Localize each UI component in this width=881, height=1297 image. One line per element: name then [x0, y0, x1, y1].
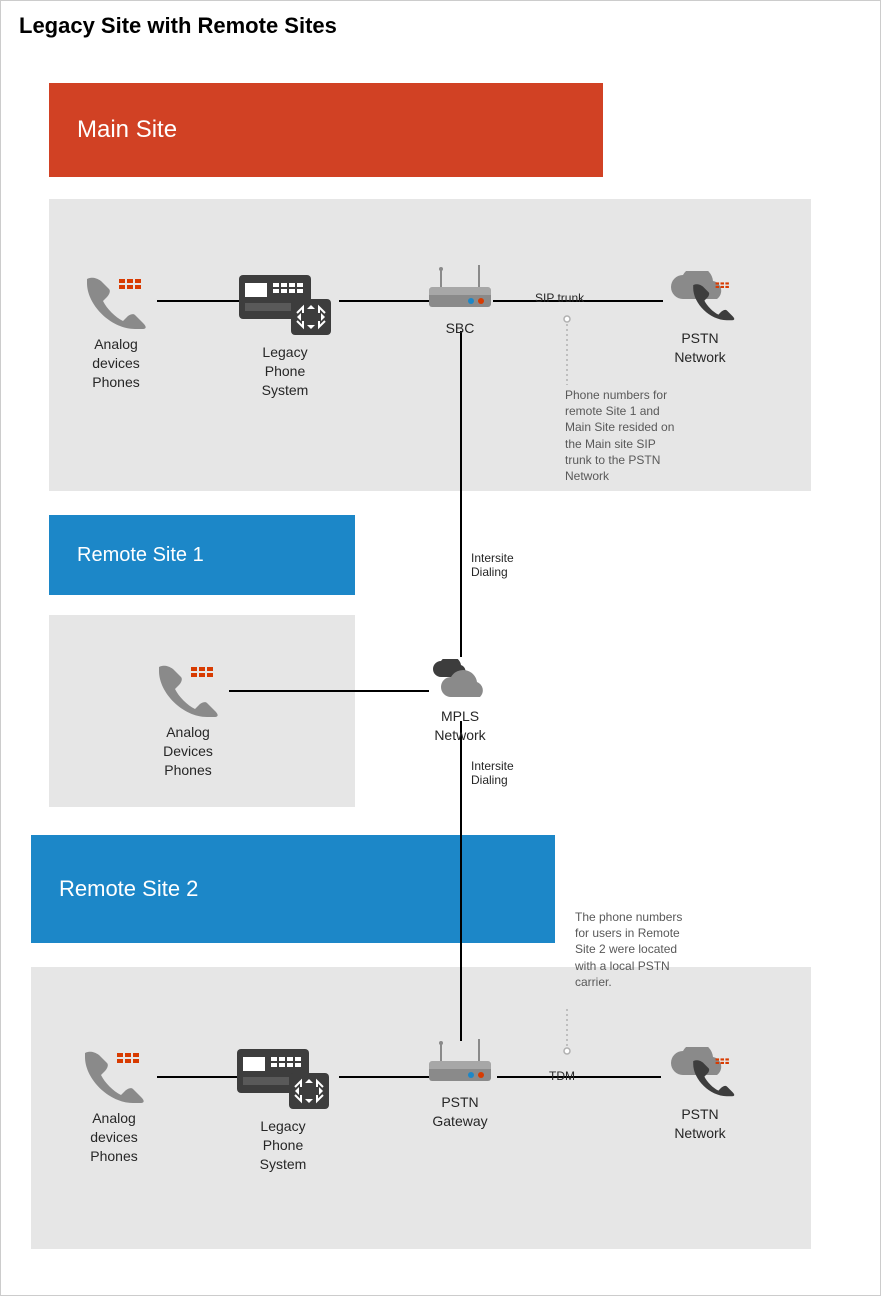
analog-devices-phones-r2: Analog devices Phones	[79, 1047, 149, 1166]
phone-icon	[79, 1047, 149, 1103]
node-label: Analog	[153, 723, 223, 742]
cloud-phone-icon	[663, 271, 737, 323]
node-label: Analog	[81, 335, 151, 354]
diagram-page: Legacy Site with Remote Sites Main Site …	[0, 0, 881, 1296]
edge-label-line: Dialing	[471, 565, 514, 579]
cloud-phone-icon	[663, 1047, 737, 1099]
pbx-icon	[237, 269, 333, 337]
phone-icon	[153, 661, 223, 717]
main-site-banner: Main Site	[49, 83, 603, 177]
intersite-dialing-label-1: Intersite Dialing	[471, 551, 514, 579]
pbx-icon	[235, 1043, 331, 1111]
mpls-network-node: MPLS Network	[427, 659, 493, 745]
node-label: Network	[427, 726, 493, 745]
remote-site-1-banner: Remote Site 1	[49, 515, 355, 595]
node-label: Gateway	[425, 1112, 495, 1131]
node-label: Phones	[81, 373, 151, 392]
node-label: Legacy	[237, 343, 333, 362]
node-label: devices	[81, 354, 151, 373]
node-label: System	[235, 1155, 331, 1174]
sbc-node: SBC	[425, 265, 495, 338]
analog-devices-phones-main: Analog devices Phones	[81, 273, 151, 392]
node-label: Phone	[237, 362, 333, 381]
pstn-network-r2: PSTN Network	[663, 1047, 737, 1143]
node-label: Phone	[235, 1136, 331, 1155]
node-label: Devices	[153, 742, 223, 761]
node-label: System	[237, 381, 333, 400]
intersite-dialing-label-2: Intersite Dialing	[471, 759, 514, 787]
remote-site-1-label: Remote Site 1	[77, 544, 204, 567]
legacy-phone-system-main: Legacy Phone System	[237, 269, 333, 400]
node-label: Phones	[153, 761, 223, 780]
edge-label-line: Intersite	[471, 759, 514, 773]
remote-site-2-label: Remote Site 2	[59, 876, 198, 902]
node-label: Network	[663, 348, 737, 367]
node-label: MPLS	[427, 707, 493, 726]
node-label: SBC	[425, 319, 495, 338]
sip-trunk-label: SIP trunk	[535, 291, 584, 305]
node-label: Network	[663, 1124, 737, 1143]
remote-site-2-note: The phone numbers for users in Remote Si…	[575, 909, 695, 990]
pstn-gateway-node: PSTN Gateway	[425, 1039, 495, 1131]
page-title: Legacy Site with Remote Sites	[19, 13, 337, 39]
node-label: Legacy	[235, 1117, 331, 1136]
phone-icon	[81, 273, 151, 329]
clouds-icon	[427, 659, 493, 701]
remote-site-2-banner: Remote Site 2	[31, 835, 555, 943]
edge-label-line: Intersite	[471, 551, 514, 565]
edge-label-line: Dialing	[471, 773, 514, 787]
router-icon	[425, 265, 495, 313]
router-icon	[425, 1039, 495, 1087]
main-site-label: Main Site	[77, 116, 177, 144]
pstn-network-main: PSTN Network	[663, 271, 737, 367]
node-label: PSTN	[663, 1105, 737, 1124]
node-label: Phones	[79, 1147, 149, 1166]
node-label: PSTN	[425, 1093, 495, 1112]
node-label: Analog	[79, 1109, 149, 1128]
legacy-phone-system-r2: Legacy Phone System	[235, 1043, 331, 1174]
node-label: PSTN	[663, 329, 737, 348]
main-site-note: Phone numbers for remote Site 1 and Main…	[565, 387, 685, 484]
analog-devices-phones-r1: Analog Devices Phones	[153, 661, 223, 780]
tdm-label: TDM	[549, 1069, 575, 1083]
node-label: devices	[79, 1128, 149, 1147]
